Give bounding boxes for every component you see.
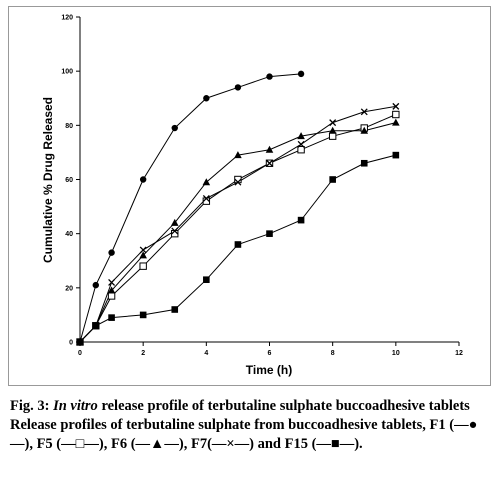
data-point-filled-square [203,276,210,284]
series-markers-open-square [76,110,400,346]
data-point-cross [139,246,147,254]
x-axis-label: Time (h) [246,363,292,377]
data-point-filled-square [392,151,400,159]
data-point-filled-triangle [265,145,274,153]
data-point-filled-circle [234,84,242,91]
data-point-filled-circle [139,176,147,183]
figure-title-italic: In vitro [53,398,98,414]
data-point-filled-square [108,314,115,321]
data-point-filled-circle [266,73,273,80]
data-point-cross [202,194,210,202]
data-point-filled-square [92,322,100,330]
y-axis-label: Cumulative % Drug Released [41,97,55,263]
data-point-filled-triangle [107,286,116,294]
x-tick-label: 2 [141,350,145,357]
data-point-filled-circle [297,70,305,78]
data-point-cross [329,119,337,127]
data-point-open-square [328,132,337,140]
data-point-filled-circle [203,95,210,102]
data-point-filled-square [234,241,242,248]
data-point-filled-triangle [234,151,242,159]
x-ticks: 0 2 4 6 8 10 12 [78,342,463,357]
data-point-filled-circle [108,249,115,256]
data-point-filled-square [266,230,273,237]
x-tick-label: 10 [392,350,400,357]
series-line-cross [79,105,396,343]
series-filled-circle [79,73,302,343]
series-markers-filled-circle [76,70,305,346]
data-point-open-square [392,110,400,119]
series-cross [79,105,396,343]
data-point-cross [266,159,273,167]
data-point-filled-triangle [297,132,305,140]
data-point-filled-triangle [360,126,369,134]
figure-caption: Fig. 3: In vitro release profile of terb… [10,397,495,454]
y-tick-label: 0 [69,340,73,347]
data-point-filled-square [329,176,336,183]
y-tick-label: 100 [61,69,73,76]
y-tick-label: 40 [65,231,73,238]
series-open-square [79,114,397,343]
y-tick-label: 120 [61,15,73,22]
series-line-open-square [79,114,397,343]
y-ticks: 0 20 40 60 80 100 120 [61,15,80,347]
data-point-cross [234,178,242,186]
x-tick-label: 6 [268,350,272,357]
data-point-filled-triangle [392,118,400,126]
data-point-filled-square [297,216,305,224]
data-point-filled-triangle [139,251,147,259]
data-point-open-square [139,262,147,270]
data-point-filled-square [171,306,179,313]
x-tick-label: 4 [204,350,208,357]
data-point-cross [108,278,116,286]
series-markers-filled-square [76,151,400,346]
data-point-cross [392,102,400,110]
data-point-filled-triangle [170,218,179,226]
figure-title-rest: release profile of terbutaline sulphate … [97,398,470,414]
series-markers-filled-triangle [76,118,400,345]
series-markers-cross [76,102,400,346]
x-tick-label: 12 [455,350,463,357]
data-point-open-square [297,146,305,154]
data-point-cross [360,108,368,116]
chart-frame [8,6,491,386]
y-tick-label: 80 [65,123,73,130]
figure-title: Fig. 3: In vitro release profile of terb… [10,397,495,416]
data-point-cross [297,140,305,148]
y-tick-label: 60 [65,177,73,184]
series-layer [76,70,400,346]
release-profile-chart: 0 20 40 60 80 100 120 0 2 4 6 8 10 12 Time (h) Cumul… [41,15,463,378]
y-tick-label: 20 [65,285,73,292]
data-point-filled-circle [171,124,178,132]
series-line-filled-circle [79,73,302,343]
data-point-cross [171,227,179,235]
data-point-filled-square [139,311,147,319]
x-tick-label: 0 [78,350,82,357]
x-tick-label: 8 [331,350,335,357]
data-point-filled-triangle [202,178,211,186]
axes [79,17,459,343]
figure-label: Fig. 3: [10,398,54,414]
data-point-filled-circle [92,281,99,289]
data-point-filled-square [76,338,84,346]
data-point-open-square [107,292,116,300]
data-point-filled-square [360,159,368,167]
data-point-filled-triangle [328,126,337,134]
figure-description: Release profiles of terbutaline sulphate… [10,417,478,452]
